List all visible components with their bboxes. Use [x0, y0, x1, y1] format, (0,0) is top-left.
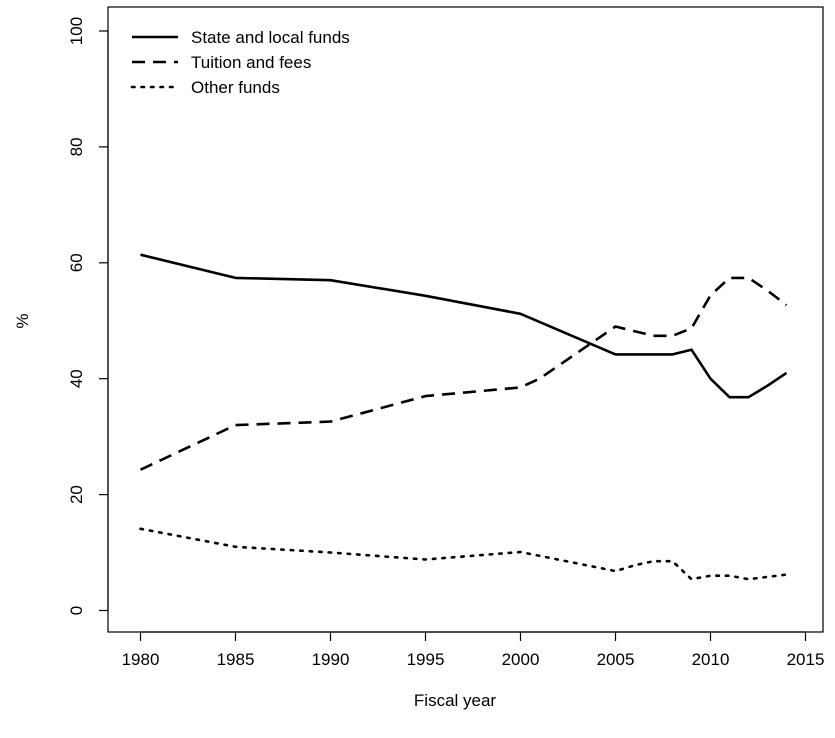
x-tick-label: 2005 [597, 650, 635, 669]
x-tick-label: 2010 [692, 650, 730, 669]
plot-frame [107, 6, 824, 633]
legend-label: Other funds [191, 78, 280, 97]
x-axis: 1980 1985 1990 1995 2000 2005 2010 2015 [122, 631, 825, 669]
x-axis-title: Fiscal year [414, 691, 497, 710]
x-tick-label: 2015 [787, 650, 825, 669]
legend-label: State and local funds [191, 28, 350, 47]
y-axis: 0 20 40 60 80 100 [67, 17, 109, 615]
x-tick-label: 1995 [407, 650, 445, 669]
x-tick-label: 2000 [502, 650, 540, 669]
y-tick-label: 40 [67, 369, 86, 388]
legend: State and local funds Tuition and fees Oth… [130, 28, 350, 97]
x-tick-label: 1990 [312, 650, 350, 669]
y-tick-label: 80 [67, 137, 86, 156]
y-tick-label: 20 [67, 485, 86, 504]
series-line-1 [140, 253, 788, 399]
x-tick-label: 1985 [217, 650, 255, 669]
x-tick-label: 1980 [122, 650, 160, 669]
legend-label: Tuition and fees [191, 53, 311, 72]
y-axis-title: % [13, 313, 32, 328]
y-tick-label: 0 [67, 606, 86, 615]
series-line-3 [139, 527, 788, 581]
y-tick-label: 100 [67, 17, 86, 45]
y-tick-label: 60 [67, 253, 86, 272]
series-line-2 [139, 276, 788, 471]
series-layer [139, 253, 788, 581]
